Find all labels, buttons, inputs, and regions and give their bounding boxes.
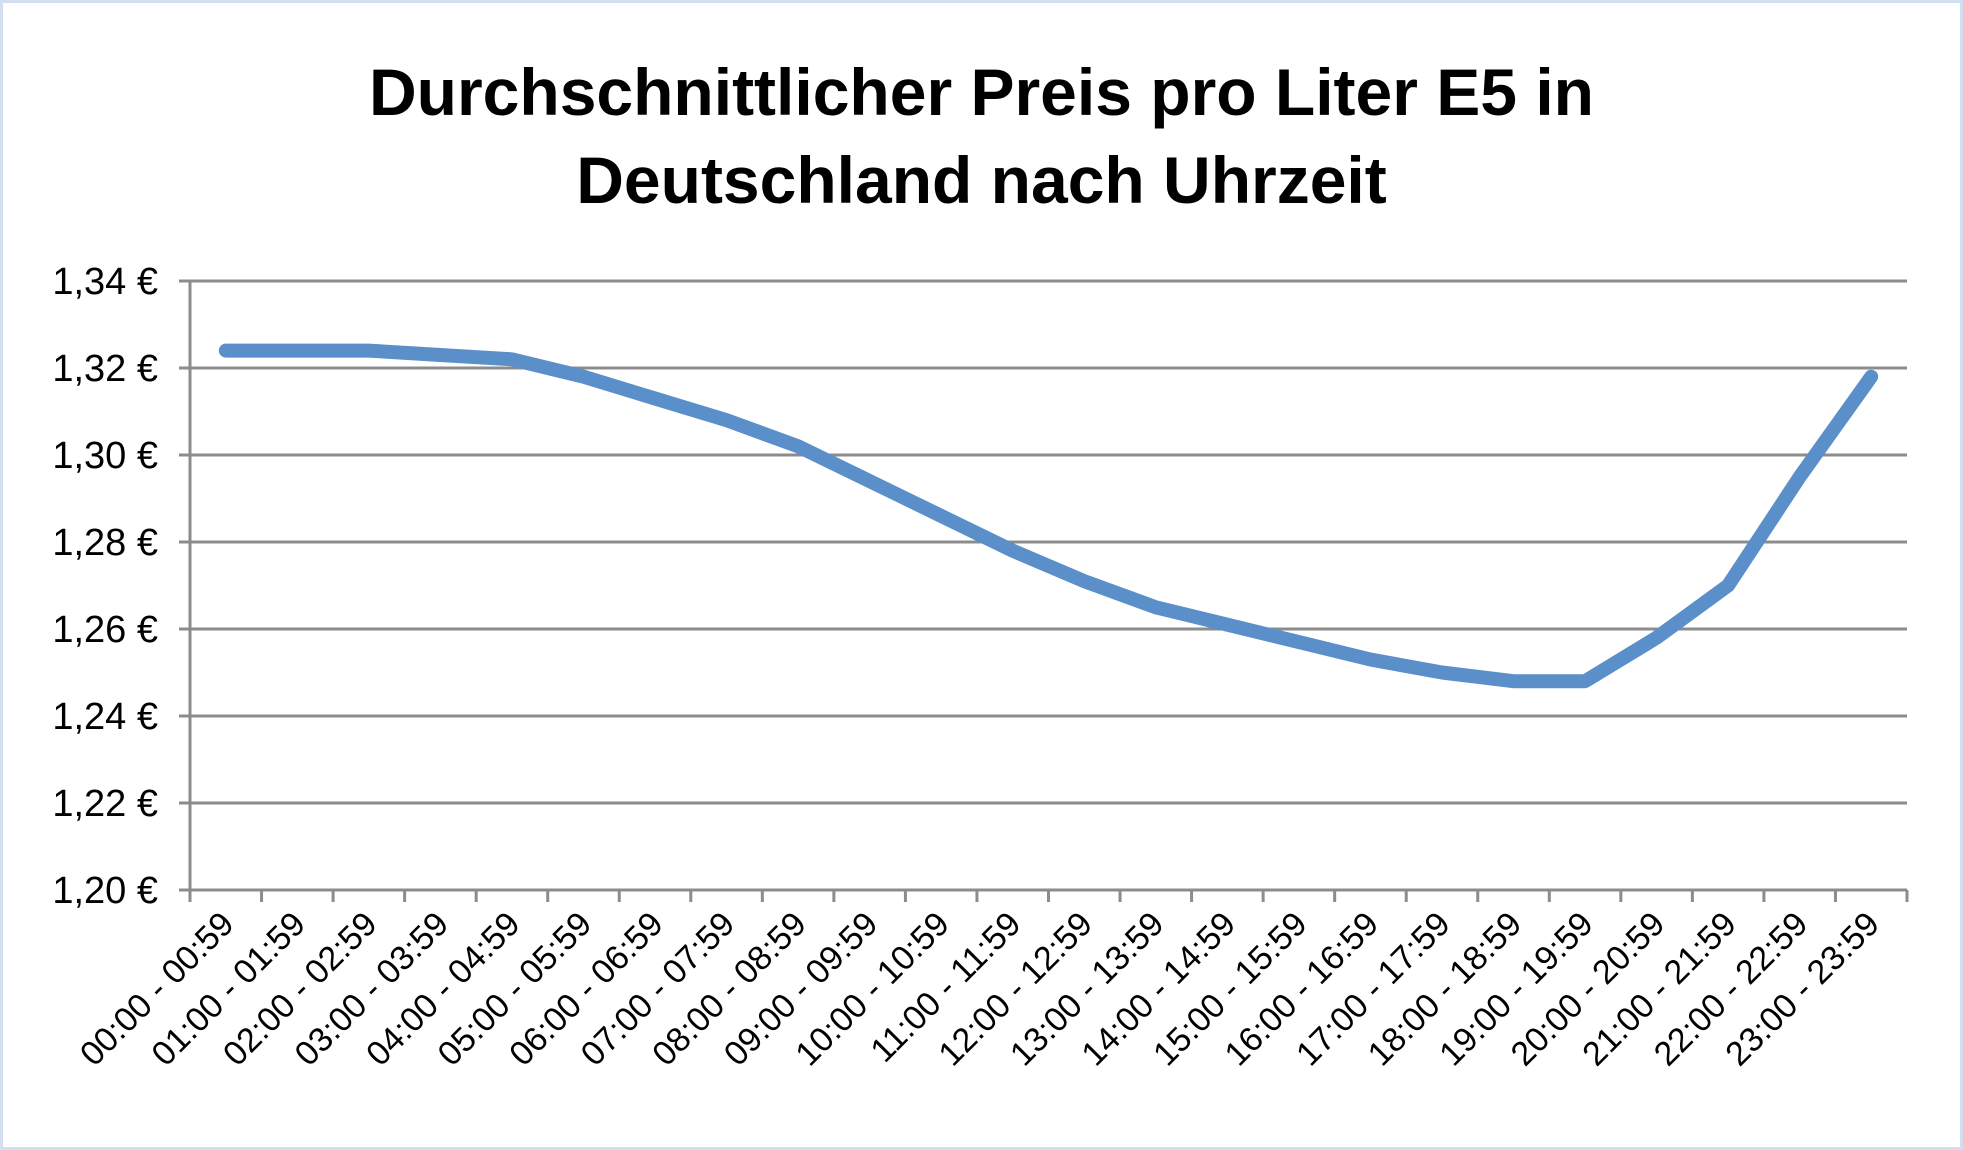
y-tick-label: 1,24 € bbox=[52, 696, 158, 738]
chart-title-line-1: Durchschnittlicher Preis pro Liter E5 in bbox=[369, 55, 1594, 129]
chart-title: Durchschnittlicher Preis pro Liter E5 in… bbox=[0, 48, 1963, 224]
y-tick-label: 1,26 € bbox=[52, 609, 158, 651]
axes bbox=[179, 279, 1909, 902]
y-tick-label: 1,28 € bbox=[52, 522, 158, 564]
chart-title-line-2: Deutschland nach Uhrzeit bbox=[576, 143, 1387, 217]
series-line bbox=[218, 343, 1879, 689]
y-tick-label: 1,34 € bbox=[52, 261, 158, 303]
y-tick-labels: 1,20 € 1,22 € 1,24 € 1,26 € 1,28 € 1,30 € 1,32… bbox=[52, 261, 158, 912]
y-tick-label: 1,22 € bbox=[52, 783, 158, 825]
y-tick-label: 1,30 € bbox=[52, 435, 158, 477]
gridlines bbox=[190, 279, 1907, 805]
series-layer bbox=[218, 343, 1879, 689]
y-tick-label: 1,20 € bbox=[52, 870, 158, 912]
y-tick-label: 1,32 € bbox=[52, 348, 158, 390]
